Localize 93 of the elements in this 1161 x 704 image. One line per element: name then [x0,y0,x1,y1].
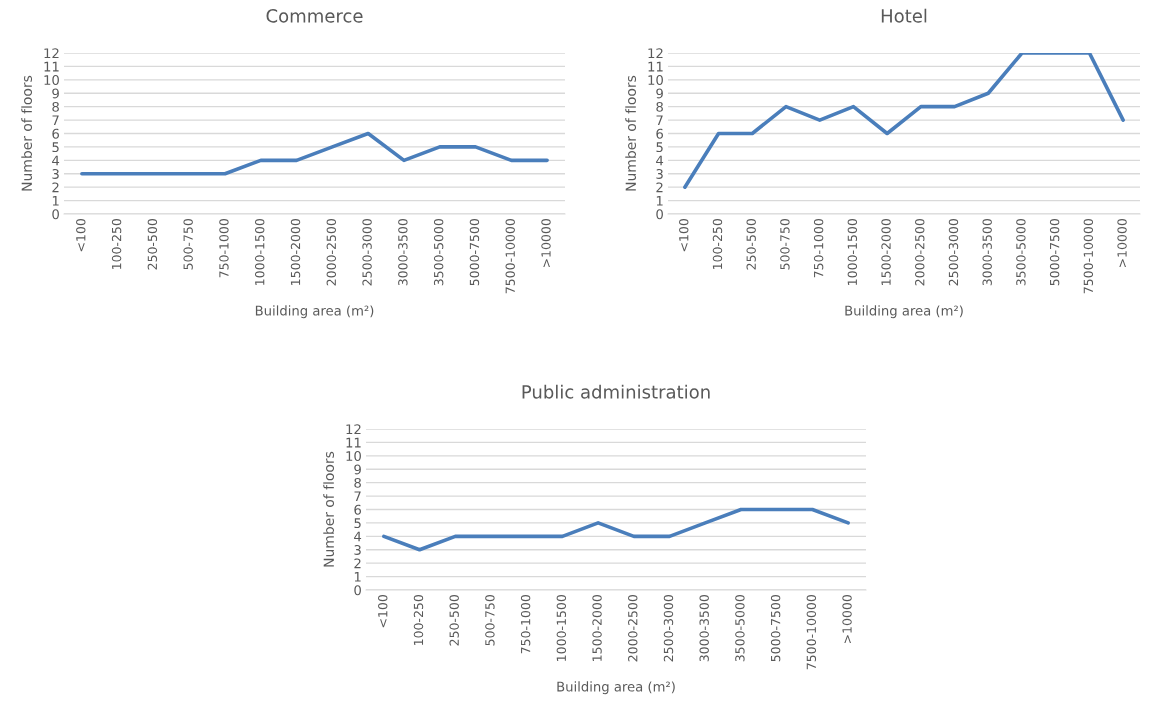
y-tick-label: 7 [656,115,663,126]
y-tick-label: 7 [52,115,59,126]
y-tick-label: 1 [354,571,361,582]
x-tick-label: 3500-5000 [1016,219,1026,286]
x-tick-label: 1500-2000 [881,219,891,285]
y-tick-label: 8 [354,477,361,488]
x-tick-label: 500-750 [485,595,495,646]
x-tick-label: 750-1000 [813,219,824,278]
y-tick-label: 11 [44,61,59,72]
y-tick-label: 9 [656,88,663,99]
x-tick-label: 750-1000 [219,219,229,278]
x-tick-label: 500-750 [183,219,193,270]
y-tick-label: 9 [354,464,361,475]
x-tick-label: >10000 [842,595,852,644]
x-tick-label: >10000 [541,219,551,268]
x-tick-label: 250-500 [449,595,459,646]
y-tick-label: 3 [656,168,663,179]
chart-title: Commerce [266,9,363,23]
y-tick-label: 5 [52,142,59,153]
x-tick-label: 2500-3000 [362,219,372,286]
line-series [683,53,1125,189]
x-tick-label: 1000-1500 [847,219,858,285]
y-tick-label: 6 [354,504,361,515]
x-tick-label: 250-500 [746,219,756,270]
x-tick-label: 5000-7500 [1049,219,1060,286]
y-tick-label: 2 [354,558,361,569]
y-tick-label: 12 [44,48,59,59]
x-tick-label: 1500-2000 [592,595,602,661]
y-tick-label: 12 [648,48,663,59]
x-tick-label: 250-500 [147,219,158,270]
x-tick-label: <100 [679,219,689,252]
x-tick-label: 3500-5000 [735,595,745,662]
x-tick-label: 100-250 [712,219,723,270]
y-tick-label: 3 [52,168,59,179]
x-tick-label: 1500-2000 [290,219,301,285]
x-tick-label: 100-250 [413,595,424,646]
y-tick-label: 6 [52,128,59,139]
y-tick-label: 6 [656,128,663,139]
y-tick-label: 5 [656,142,663,153]
x-tick-label: 100-250 [111,219,122,270]
y-tick-label: 4 [52,155,60,166]
y-tick-label: 10 [346,451,361,462]
x-tick-label: 2000-2500 [628,595,638,662]
y-axis-title: Number of floors [21,75,33,191]
x-tick-label: 5000-7500 [770,595,781,662]
chart-title: Hotel [881,8,927,23]
x-tick-label: 3000-3500 [699,595,709,662]
line-series [382,507,850,552]
y-tick-label: 10 [648,75,663,86]
x-tick-label: 3000-3500 [982,219,992,286]
x-tick-label: 7500-10000 [505,219,515,294]
y-tick-label: 0 [52,209,59,220]
y-tick-label: 12 [346,424,361,435]
x-tick-label: 2500-3000 [663,595,674,662]
y-tick-label: 8 [656,101,663,112]
y-tick-label: 0 [656,209,663,220]
y-tick-label: 4 [354,531,362,542]
y-tick-label: 5 [354,518,361,529]
y-tick-label: 11 [648,61,663,72]
x-tick-label: 3000-3500 [398,219,408,286]
x-tick-label: 1000-1500 [556,595,567,661]
y-tick-label: 1 [656,195,663,206]
x-tick-label: >10000 [1117,219,1127,268]
y-axis-title: Number of floors [323,451,335,567]
x-tick-label: 750-1000 [520,595,531,654]
y-tick-label: 10 [44,75,59,86]
y-tick-label: 8 [52,101,59,112]
x-tick-label: 2000-2500 [915,219,925,286]
x-tick-label: 7500-10000 [806,595,817,670]
y-tick-label: 7 [354,491,361,502]
x-tick-label: 2500-3000 [948,219,959,286]
x-tick-label: 3500-5000 [433,219,444,286]
x-tick-label: <100 [378,595,388,628]
x-axis-title: Building area (m²) [845,305,963,319]
x-tick-label: <100 [76,219,86,252]
x-tick-label: 500-750 [780,219,790,270]
y-tick-label: 2 [52,182,59,193]
x-tick-label: 1000-1500 [254,219,265,285]
y-axis-title: Number of floors [625,75,637,191]
y-tick-label: 2 [656,182,663,193]
y-tick-label: 0 [354,585,361,596]
y-tick-label: 4 [656,155,664,166]
y-tick-label: 1 [52,195,59,206]
line-series [80,131,549,176]
x-axis-title: Building area (m²) [557,681,675,695]
chart-title: Public administration [522,384,710,399]
y-tick-label: 3 [354,544,361,555]
x-tick-label: 7500-10000 [1083,219,1094,294]
y-tick-label: 9 [52,88,59,99]
x-axis-title: Building area (m²) [255,305,374,319]
x-tick-label: 2000-2500 [326,219,337,286]
y-tick-label: 11 [346,437,361,448]
x-tick-label: 5000-7500 [469,219,480,286]
